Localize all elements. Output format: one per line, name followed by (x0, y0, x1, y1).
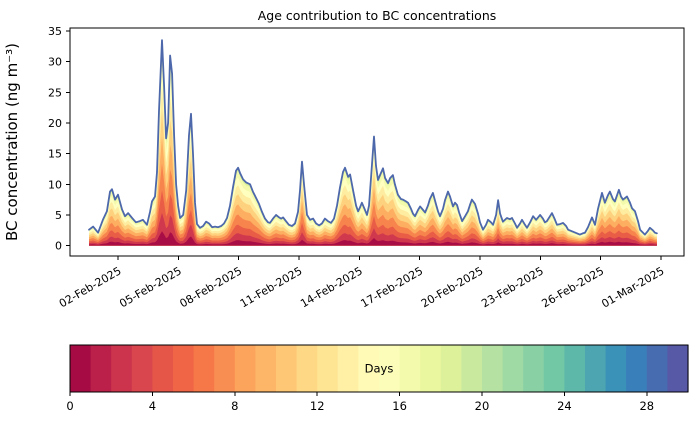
colorbar-bin (646, 345, 668, 392)
y-tick-label: 35 (48, 25, 62, 38)
x-tick-label: 01-Mar-2025 (599, 264, 666, 310)
colorbar-bin (502, 345, 524, 392)
colorbar-tick-label: 4 (149, 399, 156, 413)
colorbar-bin (585, 345, 607, 392)
colorbar-bin (626, 345, 648, 392)
colorbar-bin (193, 345, 215, 392)
colorbar-tick-label: 28 (639, 399, 654, 413)
colorbar-bin (523, 345, 545, 392)
colorbar-tick-label: 24 (557, 399, 572, 413)
colorbar-bin (440, 345, 462, 392)
colorbar-bin (296, 345, 318, 392)
age-fill-band-9 (89, 231, 657, 246)
colorbar-bin (90, 345, 112, 392)
colorbar-bin (173, 345, 195, 392)
colorbar-bin (255, 345, 277, 392)
x-tick-label: 20-Feb-2025 (419, 264, 486, 310)
colorbar-tick-label: 8 (231, 399, 238, 413)
x-tick-label: 14-Feb-2025 (298, 264, 365, 310)
x-tick-label: 08-Feb-2025 (178, 264, 245, 310)
colorbar-bin (234, 345, 256, 392)
colorbar-bin (605, 345, 627, 392)
y-tick-label: 10 (48, 178, 62, 191)
colorbar-bin (214, 345, 236, 392)
x-tick-label: 02-Feb-2025 (57, 264, 124, 310)
concentration-line (88, 39, 658, 236)
y-tick-label: 15 (48, 148, 62, 161)
colorbar-bin (420, 345, 442, 392)
x-tick-label: 26-Feb-2025 (540, 264, 607, 310)
colorbar-bin (399, 345, 421, 392)
colorbar-bin (131, 345, 153, 392)
colorbar-label: Days (365, 362, 394, 376)
colorbar-bin (543, 345, 565, 392)
colorbar-bin (70, 345, 92, 392)
colorbar-bin (358, 345, 380, 392)
colorbar-tick-label: 12 (310, 399, 325, 413)
colorbar-outline (69, 344, 689, 393)
colorbar-bin (337, 345, 359, 392)
colorbar-bin (276, 345, 298, 392)
y-tick-label: 30 (48, 56, 62, 69)
colorbar-bin (111, 345, 133, 392)
colorbar-tick-label: 0 (66, 399, 73, 413)
x-tick-label: 17-Feb-2025 (359, 264, 426, 310)
y-tick-label: 25 (48, 86, 62, 99)
x-tick-label: 23-Feb-2025 (479, 264, 546, 310)
colorbar-bin (667, 345, 689, 392)
colorbar-tick-label: 20 (475, 399, 490, 413)
colorbar-bin (482, 345, 504, 392)
y-tick-label: 20 (48, 117, 62, 130)
colorbar-bin (461, 345, 483, 392)
colorbar-tick-label: 16 (392, 399, 407, 413)
colorbar-bin (317, 345, 339, 392)
y-tick-label: 5 (55, 209, 62, 222)
x-tick-label: 05-Feb-2025 (117, 264, 184, 310)
colorbar-bin (564, 345, 586, 392)
colorbar-bin (379, 345, 401, 392)
x-tick-label: 11-Feb-2025 (238, 264, 305, 310)
y-tick-label: 0 (55, 240, 62, 253)
plot-spines (69, 27, 685, 257)
y-axis-label: BC concentration (ng m⁻³) (3, 43, 21, 241)
chart-title: Age contribution to BC concentrations (258, 8, 497, 23)
colorbar-bin (152, 345, 174, 392)
